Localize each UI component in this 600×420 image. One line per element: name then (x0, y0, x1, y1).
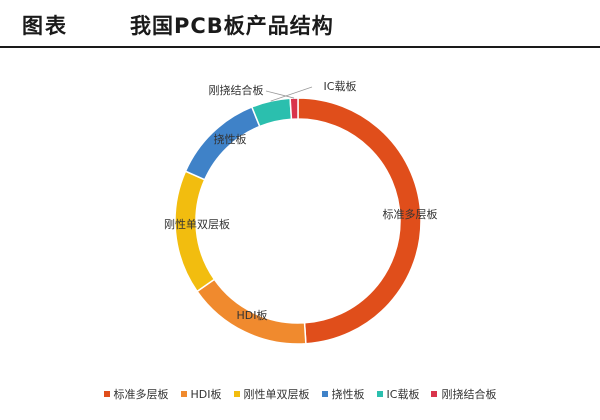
legend-label: IC载板 (386, 388, 420, 401)
legend-swatch (233, 391, 240, 397)
legend-label: 挠性板 (331, 388, 365, 401)
legend-item: IC载板 (376, 386, 420, 402)
legend-swatch (180, 391, 187, 397)
legend-item: 挠性板 (321, 386, 365, 402)
legend-item: 刚挠结合板 (431, 386, 496, 402)
legend-label: HDI板 (190, 388, 222, 401)
slice-label: 标准多层板 (383, 207, 438, 221)
donut-slice (250, 97, 293, 128)
legend-swatch (431, 391, 438, 397)
legend-item: 标准多层板 (103, 386, 169, 402)
donut-chart: 标准多层板 HDI板 刚性单双层板 挠性板 IC载板 刚挠结合板 (164, 79, 438, 345)
legend-item: HDI板 (180, 386, 222, 402)
slice-label: HDI板 (237, 308, 268, 322)
legend-label: 刚挠结合板 (441, 388, 497, 401)
donut-slice (289, 97, 299, 121)
legend-label: 标准多层板 (113, 388, 169, 401)
chart-legend: 标准多层板 HDI板 刚性单双层板 挠性板 IC载板 刚挠结合板 (0, 384, 600, 404)
slice-label: 刚挠结合板 (209, 83, 264, 97)
leader-line (270, 86, 313, 102)
legend-swatch (103, 391, 110, 397)
legend-item: 刚性单双层板 (233, 386, 310, 402)
slice-label: 刚性单双层板 (164, 217, 230, 231)
slice-label: 挠性板 (214, 132, 247, 146)
slice-label: IC载板 (324, 79, 357, 93)
legend-swatch (321, 391, 328, 397)
legend-label: 刚性单双层板 (243, 388, 310, 401)
leader-line (265, 90, 295, 99)
figure-label: 图表 (22, 14, 68, 38)
chart-title: 我国PCB板产品结构 (130, 14, 334, 38)
page-header: 图表 我国PCB板产品结构 (0, 0, 600, 48)
legend-swatch (376, 391, 383, 397)
donut-slice (174, 170, 216, 293)
